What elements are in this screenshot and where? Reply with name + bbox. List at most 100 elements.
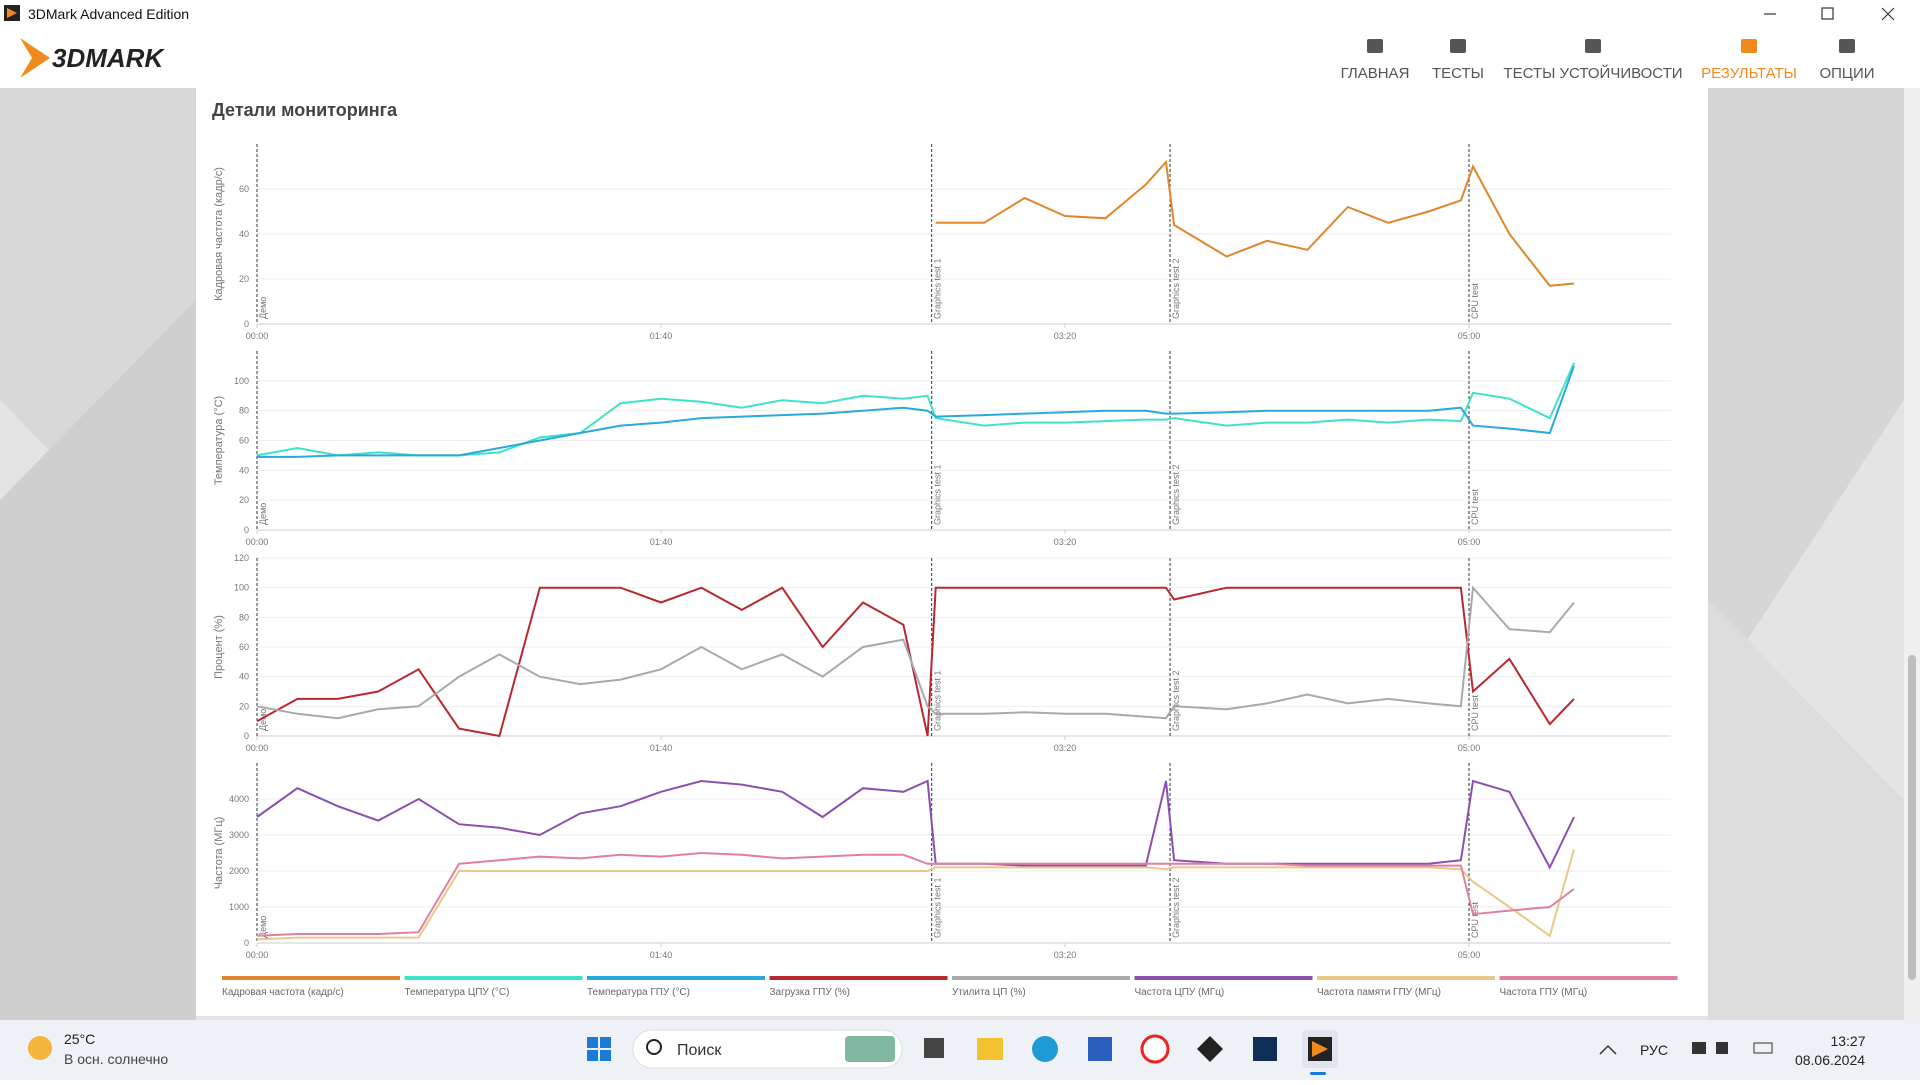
- series-line: [256, 586, 1575, 738]
- nav-icon: [1367, 39, 1383, 53]
- title-bar: [0, 0, 1920, 28]
- nav-item[interactable]: ОПЦИИ: [1819, 39, 1875, 82]
- x-tick-label: 05:00: [1458, 537, 1481, 547]
- test-marker-label: Graphics test 2: [1171, 464, 1181, 525]
- test-marker-label: Демо: [258, 503, 268, 525]
- x-tick-label: 05:00: [1458, 331, 1481, 341]
- legend-swatch: [404, 976, 583, 980]
- legend-swatch: [222, 976, 400, 980]
- bg-shape: [1708, 600, 1904, 1020]
- y-tick-label: 4000: [229, 794, 249, 804]
- nav-label: ГЛАВНАЯ: [1341, 65, 1410, 82]
- y-axis-label: Процент (%): [213, 615, 225, 679]
- y-tick-label: 1000: [229, 902, 249, 912]
- app-icon-mark: [7, 8, 17, 18]
- test-marker-label: Graphics test 1: [933, 464, 943, 525]
- y-tick-label: 40: [239, 672, 249, 682]
- y-tick-label: 0: [244, 525, 249, 535]
- legend-label: Утилита ЦП (%): [952, 987, 1026, 998]
- y-tick-label: 60: [239, 436, 249, 446]
- nav-icon: [1450, 39, 1466, 53]
- legend-label: Частота памяти ГПУ (МГц): [1317, 987, 1441, 998]
- nav-item[interactable]: ТЕСТЫ: [1432, 39, 1484, 82]
- test-marker-label: Демо: [258, 709, 268, 731]
- legend-swatch: [769, 976, 948, 980]
- y-tick-label: 60: [239, 184, 249, 194]
- edge-icon[interactable]: [1032, 1036, 1058, 1062]
- start-tile: [587, 1050, 598, 1061]
- monitor-chart: Процент (%) 0 20 40 60 80 100 120 00:00 01:40 03:2…: [213, 553, 1671, 753]
- nav-icon: [1585, 39, 1601, 53]
- search-highlight: [845, 1036, 895, 1062]
- monitor-chart: Частота (МГц) 0 1000 2000 3000 4000 00:00 01:40…: [213, 763, 1671, 960]
- test-marker-label: CPU test: [1470, 488, 1480, 525]
- weather-desc: В осн. солнечно: [64, 1051, 168, 1067]
- wifi-icon[interactable]: [1692, 1042, 1706, 1054]
- language[interactable]: РУС: [1640, 1042, 1668, 1058]
- test-marker-label: Graphics test 1: [933, 877, 943, 938]
- legend-label: Загрузка ГПУ (%): [770, 987, 851, 998]
- y-tick-label: 120: [234, 553, 249, 563]
- x-tick-label: 00:00: [246, 331, 269, 341]
- battery-icon[interactable]: [1753, 1042, 1773, 1054]
- logo-mark: [20, 38, 50, 78]
- test-marker-label: Демо: [258, 297, 268, 319]
- app-icon-2[interactable]: [1253, 1037, 1277, 1061]
- yandex-icon[interactable]: [1140, 1034, 1170, 1064]
- test-marker-label: Graphics test 1: [933, 258, 943, 319]
- legend-label: Кадровая частота (кадр/с): [222, 987, 344, 998]
- legend-swatch: [587, 976, 765, 980]
- search-box[interactable]: [632, 1029, 903, 1069]
- series-line: [935, 159, 1575, 287]
- y-axis-label: Температура (°C): [213, 396, 225, 485]
- close-button[interactable]: [1881, 7, 1895, 21]
- y-tick-label: 20: [239, 701, 249, 711]
- start-tile: [600, 1050, 611, 1061]
- y-tick-label: 40: [239, 465, 249, 475]
- x-tick-label: 01:40: [650, 743, 673, 753]
- clock-time[interactable]: 13:27: [1830, 1033, 1865, 1049]
- bg-shape: [0, 300, 196, 1020]
- legend-label: Температура ЦПУ (°C): [405, 987, 510, 998]
- volume-icon[interactable]: [1716, 1042, 1728, 1054]
- x-tick-label: 03:20: [1054, 950, 1077, 960]
- nav-item[interactable]: РЕЗУЛЬТАТЫ: [1701, 39, 1797, 82]
- test-marker-label: CPU test: [1470, 282, 1480, 319]
- section-title: Детали мониторинга: [212, 100, 398, 120]
- explorer-icon[interactable]: [977, 1038, 1003, 1060]
- tray-expand[interactable]: [1599, 1044, 1617, 1055]
- window-title: 3DMark Advanced Edition: [28, 6, 189, 22]
- series-line: [256, 585, 1575, 720]
- y-tick-label: 20: [239, 495, 249, 505]
- legend-swatch: [952, 976, 1130, 980]
- test-marker-label: Graphics test 2: [1171, 670, 1181, 731]
- taskbar: [0, 1020, 1920, 1080]
- start-button[interactable]: [587, 1037, 611, 1061]
- restore-button[interactable]: [1821, 7, 1834, 20]
- nav-item[interactable]: ТЕСТЫ УСТОЙЧИВОСТИ: [1503, 39, 1683, 82]
- y-tick-label: 0: [244, 938, 249, 948]
- nav-label: ТЕСТЫ: [1432, 65, 1484, 82]
- y-tick-label: 80: [239, 406, 249, 416]
- test-marker-label: CPU test: [1470, 901, 1480, 938]
- x-tick-label: 03:20: [1054, 331, 1077, 341]
- y-tick-label: 0: [244, 731, 249, 741]
- series-line: [257, 365, 1575, 458]
- y-tick-label: 2000: [229, 866, 249, 876]
- legend-swatch: [1499, 976, 1678, 980]
- store-icon[interactable]: [1088, 1037, 1112, 1061]
- weather-icon[interactable]: [28, 1036, 52, 1060]
- y-tick-label: 40: [239, 229, 249, 239]
- nav-icon: [1741, 39, 1757, 53]
- content-card: [196, 88, 1708, 1016]
- nav-item[interactable]: ГЛАВНАЯ: [1341, 39, 1410, 82]
- dropbox-icon[interactable]: [1197, 1036, 1223, 1062]
- y-tick-label: 3000: [229, 830, 249, 840]
- x-tick-label: 01:40: [650, 950, 673, 960]
- series-line: [256, 362, 1575, 457]
- taskview-icon[interactable]: [924, 1038, 944, 1058]
- scrollbar-thumb[interactable]: [1908, 655, 1916, 980]
- legend-label: Температура ГПУ (°C): [587, 987, 690, 998]
- weather-temp: 25°C: [64, 1031, 95, 1047]
- clock-date[interactable]: 08.06.2024: [1795, 1052, 1865, 1068]
